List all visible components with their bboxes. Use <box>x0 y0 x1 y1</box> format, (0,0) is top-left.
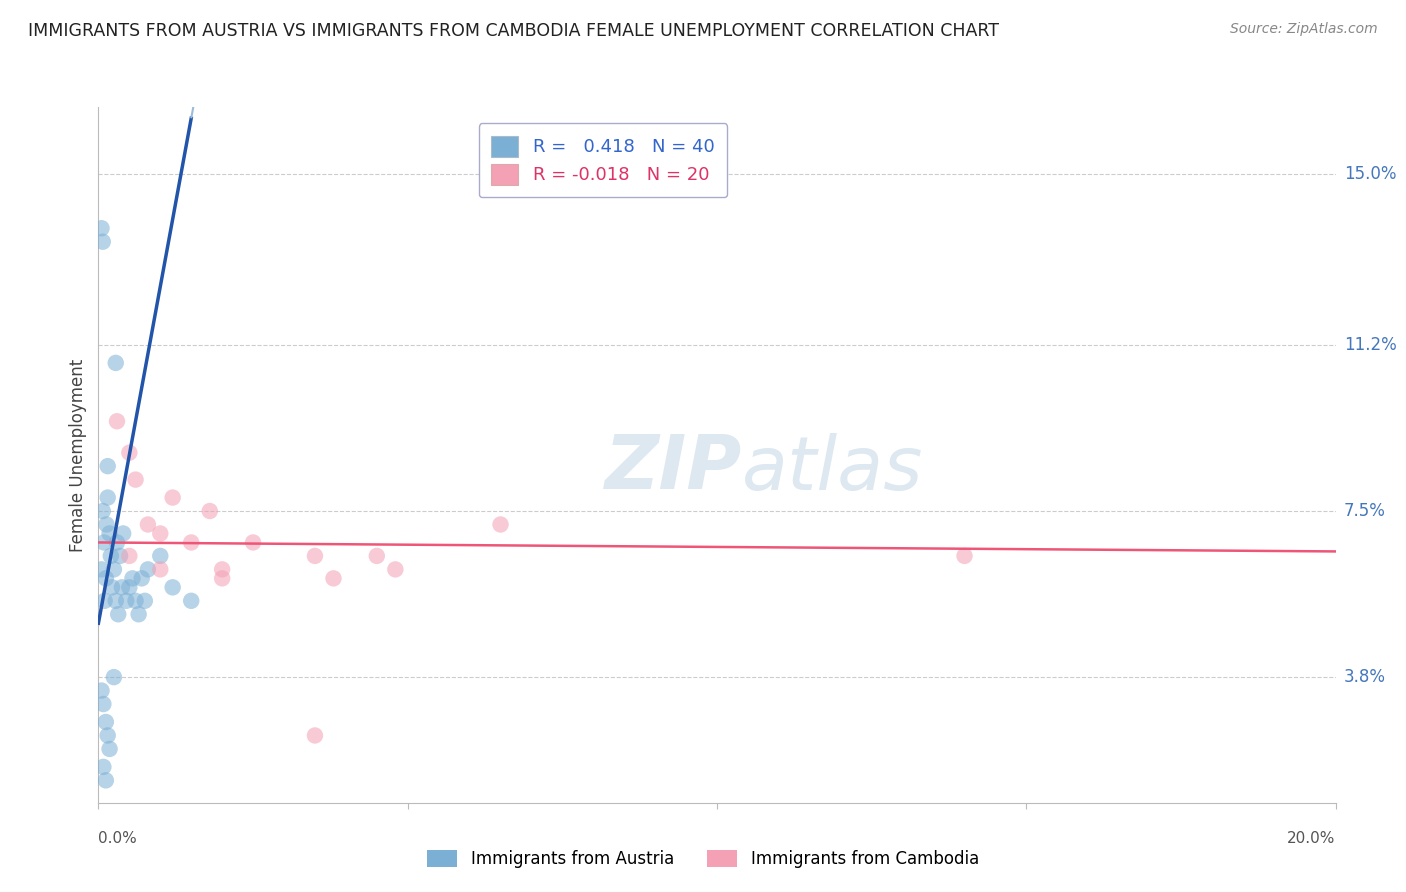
Point <box>111 580 134 594</box>
Point <box>118 445 141 459</box>
Point <box>211 562 233 576</box>
Point <box>366 549 388 563</box>
Point <box>198 504 221 518</box>
Point <box>94 773 117 788</box>
Text: 11.2%: 11.2% <box>1344 336 1396 354</box>
Point <box>93 760 115 774</box>
Point <box>162 491 184 505</box>
Text: atlas: atlas <box>742 433 924 505</box>
Point <box>242 535 264 549</box>
Point <box>103 670 125 684</box>
Point <box>96 517 118 532</box>
Text: 15.0%: 15.0% <box>1344 165 1396 184</box>
Point <box>118 580 141 594</box>
Point <box>149 526 172 541</box>
Point <box>112 526 135 541</box>
Point <box>90 562 112 576</box>
Point <box>115 594 138 608</box>
Point <box>90 221 112 235</box>
Point <box>91 504 114 518</box>
Point <box>124 473 146 487</box>
Point <box>105 414 128 428</box>
Text: 20.0%: 20.0% <box>1288 830 1336 846</box>
Point <box>104 356 127 370</box>
Point <box>98 526 121 541</box>
Point <box>94 571 117 585</box>
Legend: R =   0.418   N = 40, R = -0.018   N = 20: R = 0.418 N = 40, R = -0.018 N = 20 <box>478 123 727 197</box>
Point <box>180 535 202 549</box>
Point <box>131 571 153 585</box>
Point <box>118 549 141 563</box>
Text: Source: ZipAtlas.com: Source: ZipAtlas.com <box>1230 22 1378 37</box>
Point <box>100 549 122 563</box>
Point <box>91 235 114 249</box>
Text: IMMIGRANTS FROM AUSTRIA VS IMMIGRANTS FROM CAMBODIA FEMALE UNEMPLOYMENT CORRELAT: IMMIGRANTS FROM AUSTRIA VS IMMIGRANTS FR… <box>28 22 1000 40</box>
Point <box>90 683 112 698</box>
Point <box>322 571 344 585</box>
Point <box>134 594 156 608</box>
Legend: Immigrants from Austria, Immigrants from Cambodia: Immigrants from Austria, Immigrants from… <box>420 843 986 875</box>
Point <box>384 562 406 576</box>
Point <box>149 562 172 576</box>
Point <box>93 535 115 549</box>
Point <box>128 607 150 622</box>
Point <box>101 580 124 594</box>
Y-axis label: Female Unemployment: Female Unemployment <box>69 359 87 551</box>
Point <box>104 594 127 608</box>
Point <box>97 729 120 743</box>
Point <box>107 607 129 622</box>
Point <box>105 535 128 549</box>
Point <box>304 549 326 563</box>
Point <box>180 594 202 608</box>
Point <box>103 562 125 576</box>
Point <box>97 491 120 505</box>
Point <box>211 571 233 585</box>
Point <box>136 562 159 576</box>
Point <box>108 549 131 563</box>
Point <box>93 594 115 608</box>
Point <box>121 571 143 585</box>
Point <box>304 729 326 743</box>
Point <box>136 517 159 532</box>
Point <box>953 549 976 563</box>
Point <box>93 697 115 711</box>
Point <box>94 714 117 729</box>
Point <box>124 594 146 608</box>
Text: 3.8%: 3.8% <box>1344 668 1386 686</box>
Text: 7.5%: 7.5% <box>1344 502 1386 520</box>
Point <box>97 459 120 474</box>
Point <box>149 549 172 563</box>
Text: ZIP: ZIP <box>605 433 742 506</box>
Text: 0.0%: 0.0% <box>98 830 138 846</box>
Point <box>489 517 512 532</box>
Point <box>162 580 184 594</box>
Point <box>98 742 121 756</box>
